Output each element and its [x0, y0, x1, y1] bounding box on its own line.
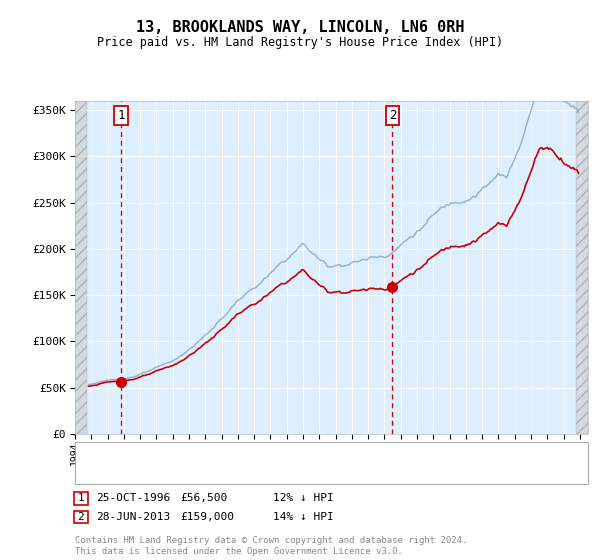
- Text: HPI: Average price, detached house, Lincoln: HPI: Average price, detached house, Linc…: [115, 468, 384, 478]
- Text: 25-OCT-1996: 25-OCT-1996: [96, 493, 170, 503]
- Text: Contains HM Land Registry data © Crown copyright and database right 2024.
This d: Contains HM Land Registry data © Crown c…: [75, 536, 467, 556]
- Text: 14% ↓ HPI: 14% ↓ HPI: [273, 512, 334, 522]
- Bar: [576, 101, 588, 434]
- Text: 12% ↓ HPI: 12% ↓ HPI: [273, 493, 334, 503]
- Bar: [75, 101, 87, 434]
- Text: 2: 2: [389, 109, 396, 122]
- Text: £159,000: £159,000: [180, 512, 234, 522]
- Text: Price paid vs. HM Land Registry's House Price Index (HPI): Price paid vs. HM Land Registry's House …: [97, 36, 503, 49]
- Text: 1: 1: [117, 109, 125, 122]
- Text: 2: 2: [77, 512, 85, 522]
- Text: 13, BROOKLANDS WAY, LINCOLN, LN6 0RH (detached house): 13, BROOKLANDS WAY, LINCOLN, LN6 0RH (de…: [115, 449, 446, 459]
- Text: £56,500: £56,500: [180, 493, 227, 503]
- Text: 28-JUN-2013: 28-JUN-2013: [96, 512, 170, 522]
- Text: 13, BROOKLANDS WAY, LINCOLN, LN6 0RH: 13, BROOKLANDS WAY, LINCOLN, LN6 0RH: [136, 20, 464, 35]
- Text: 1: 1: [77, 493, 85, 503]
